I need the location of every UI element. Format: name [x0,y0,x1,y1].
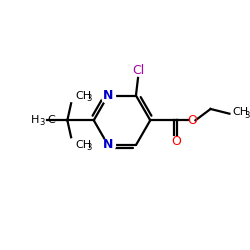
Text: Cl: Cl [132,64,144,77]
Text: CH: CH [75,140,91,150]
Text: C: C [48,115,55,125]
Text: 3: 3 [86,94,92,103]
Text: CH: CH [75,91,91,101]
Text: 3: 3 [86,143,92,152]
Text: N: N [103,89,113,102]
Text: N: N [103,138,113,151]
Text: CH: CH [232,107,248,117]
Text: O: O [171,134,181,147]
Text: 3: 3 [244,111,250,120]
Text: O: O [188,114,198,127]
Text: H: H [31,115,39,125]
Text: 3: 3 [39,118,45,127]
